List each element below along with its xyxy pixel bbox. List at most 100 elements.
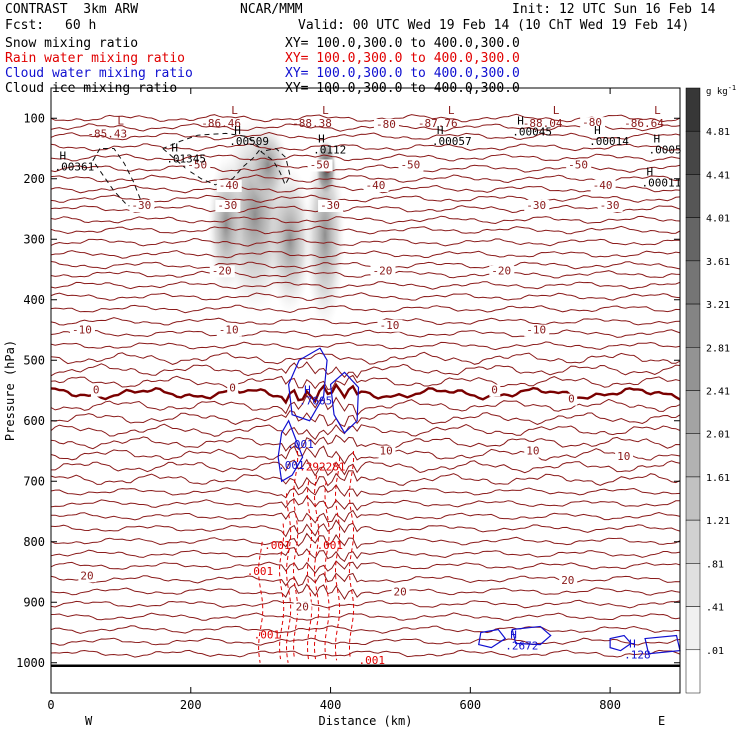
colorbar-tick-label: 2.41 (706, 387, 730, 398)
isotherm-label: 0 (229, 382, 236, 395)
isotherm-label-bg (391, 586, 410, 599)
colorbar-swatch (685, 519, 701, 564)
low-marker: L (448, 104, 455, 117)
isotherm-label: -50 (400, 158, 420, 171)
isotherm-label: -50 (187, 158, 207, 171)
isotherm-line (50, 612, 681, 621)
isotherm-label: -30 (131, 199, 151, 212)
isotherm-label: -20 (372, 264, 392, 277)
isotherm-label-bg (559, 575, 578, 588)
low-value: -86.46 (201, 117, 241, 130)
high-value: .00057 (432, 135, 472, 148)
contour-label: .001 (359, 654, 386, 667)
x-tick-label: 400 (320, 698, 342, 712)
isotherm-line (50, 304, 681, 314)
high-marker: H (510, 629, 517, 642)
rain-water-contour (306, 481, 313, 661)
isotherm-line (50, 637, 681, 646)
snow-shading-blob (248, 125, 288, 205)
isotherm-label-bg (69, 324, 95, 337)
isotherm-label-bg (597, 200, 623, 212)
rain-water-contour (334, 457, 341, 661)
y-axis-label: Pressure (hPa) (3, 340, 17, 441)
high-value: .00014 (589, 135, 629, 148)
cloud-water-contour (609, 634, 632, 652)
low-marker: L (322, 104, 329, 117)
field-xy-snow: XY= 100.0,300.0 to 400.0,300.0 (285, 36, 520, 51)
y-tick-label: 400 (23, 293, 45, 307)
y-tick-label: 100 (23, 111, 45, 125)
isotherm-line (50, 374, 681, 391)
isotherm-label: -10 (526, 324, 546, 337)
high-value: .0005 (649, 143, 682, 156)
low-marker: L (117, 114, 124, 127)
x-tick-label: 0 (47, 698, 54, 712)
field-name-cloud-water: Cloud water mixing ratio (5, 66, 193, 81)
high-marker: H (437, 124, 444, 137)
isotherm-line (50, 215, 681, 225)
y-tick-label: 300 (23, 232, 45, 246)
colorbar-swatch (685, 87, 701, 132)
isotherm-label-bg (227, 382, 239, 395)
isotherm-label-bg (377, 319, 403, 332)
colorbar-swatch (685, 606, 701, 651)
isotherm-line (50, 361, 681, 379)
x-end-west: W (85, 714, 93, 728)
isotherm-line (50, 532, 681, 550)
field-xy-rain: XY= 100.0,300.0 to 400.0,300.0 (285, 51, 520, 66)
isotherm-line (50, 194, 681, 203)
cloud-water-contour (511, 625, 552, 646)
isotherm-label-bg (398, 159, 424, 172)
colorbar-tick-label: 3.21 (706, 300, 730, 311)
isotherm-label-bg (590, 180, 616, 193)
isotherm-line (50, 445, 681, 465)
isotherm-label-bg (489, 265, 515, 278)
contour-label: .001 (317, 539, 344, 552)
high-value: .00361 (54, 160, 94, 173)
high-value: .00011 (642, 177, 682, 190)
colorbar-unit-exponent: -1 (728, 84, 736, 92)
model-title: CONTRAST 3km ARW (5, 2, 139, 17)
colorbar-swatch (685, 347, 701, 391)
high-marker: H (318, 132, 325, 145)
isotherm-label: -30 (600, 199, 620, 212)
isotherm-label: -10 (379, 319, 399, 332)
isotherm-line (50, 351, 681, 365)
low-marker: L (553, 104, 560, 117)
isotherm-line (51, 509, 681, 524)
colorbar-swatch (685, 217, 701, 262)
isotherm-line (50, 394, 681, 417)
isotherm-label-bg (377, 445, 396, 458)
isotherm-label: -30 (217, 199, 237, 212)
isotherm-label-bg (566, 159, 592, 172)
colorbar-tick-label: 2.01 (706, 430, 730, 441)
isotherm-line (50, 560, 681, 574)
high-marker: H (304, 384, 311, 397)
isotherm-label: 0 (93, 384, 100, 397)
colorbar-swatch (685, 476, 701, 521)
isotherm-label: 20 (80, 569, 93, 582)
x-tick-label: 200 (180, 698, 202, 712)
isotherm-line (50, 470, 681, 490)
high-value: .7605 (299, 395, 332, 408)
rain-water-contour (348, 450, 355, 660)
contour-label: .001 (264, 539, 291, 552)
x-tick-label: 800 (599, 698, 621, 712)
y-tick-label: 200 (23, 172, 45, 186)
high-marker: H (647, 166, 654, 179)
isotherm-label: -50 (310, 158, 330, 171)
isotherm-label: -10 (219, 324, 239, 337)
isotherm-label-bg (318, 200, 344, 212)
colorbar-unit: g kg-1 (706, 84, 736, 97)
high-value: .00045 (512, 125, 552, 138)
high-marker: H (234, 124, 241, 137)
isotherm-line (50, 261, 681, 270)
isotherm-label-bg (373, 118, 399, 131)
isotherm-label-bg (129, 200, 155, 212)
high-marker: H (654, 132, 661, 145)
isotherm-line (50, 123, 681, 132)
plot-frame (50, 87, 681, 694)
low-value: -88.04 (523, 117, 563, 130)
colorbar-swatch (685, 563, 701, 607)
